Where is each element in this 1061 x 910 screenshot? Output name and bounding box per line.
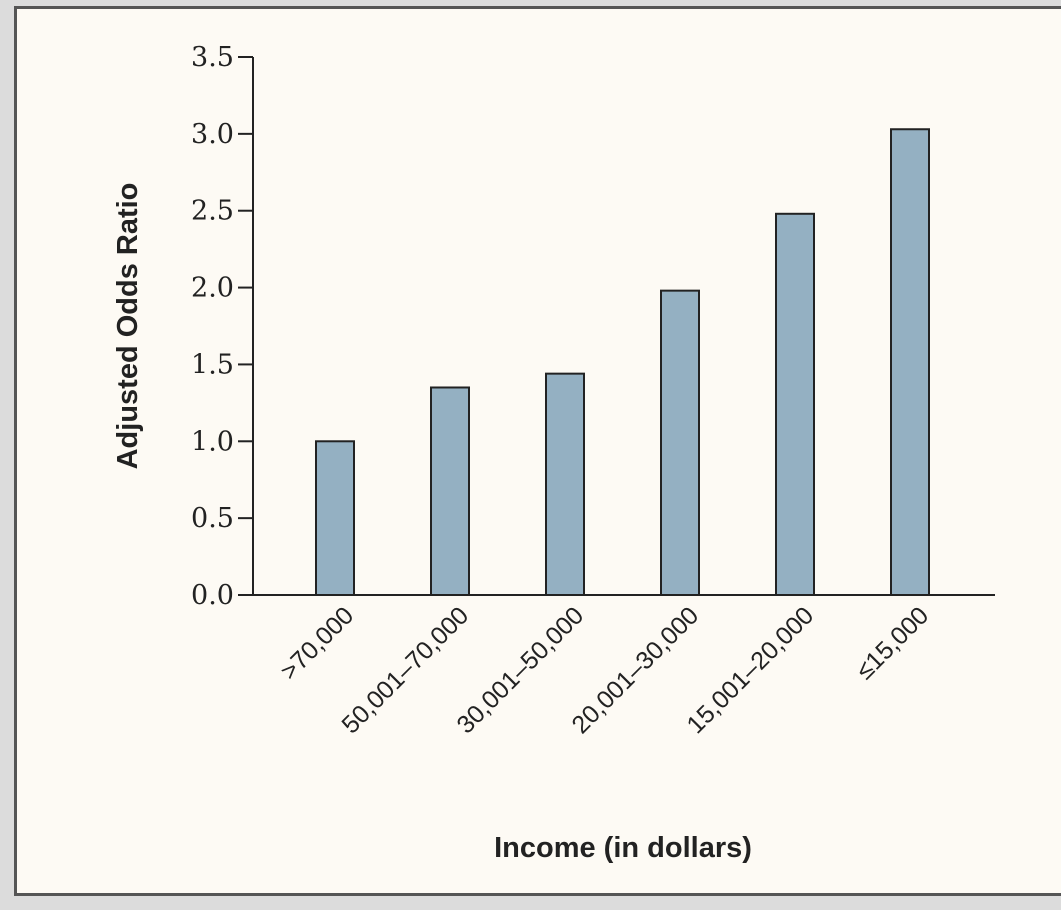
bar — [545, 372, 585, 596]
chart-bars — [315, 128, 930, 596]
bar — [775, 212, 815, 596]
y-tick-label: 0.5 — [191, 503, 234, 534]
y-tick-label: 3.0 — [191, 119, 234, 150]
y-axis-title: Adjusted Odds Ratio — [112, 183, 144, 470]
y-tick-label: 2.5 — [191, 196, 234, 227]
bar — [430, 386, 470, 596]
chart-axes — [252, 57, 995, 596]
bar — [315, 440, 355, 596]
x-tick-label: ≤15,000 — [851, 601, 935, 685]
x-tick-label: >70,000 — [275, 601, 359, 685]
bar — [660, 289, 700, 596]
y-axis-ticks: 0.0 0.5 1.0 1.5 2.0 2.5 3.0 3.5 — [191, 42, 253, 611]
y-tick-label: 2.0 — [191, 273, 234, 304]
x-axis-title: Income (in dollars) — [494, 832, 752, 864]
bar — [890, 128, 930, 596]
y-tick-label: 1.0 — [191, 426, 234, 457]
y-tick-label: 3.5 — [191, 42, 234, 73]
y-tick-label: 0.0 — [191, 580, 234, 611]
x-axis-ticks: >70,00050,001–70,00030,001–50,00020,001–… — [275, 601, 934, 739]
figure-panel — [14, 6, 1061, 896]
y-tick-label: 1.5 — [191, 349, 234, 380]
